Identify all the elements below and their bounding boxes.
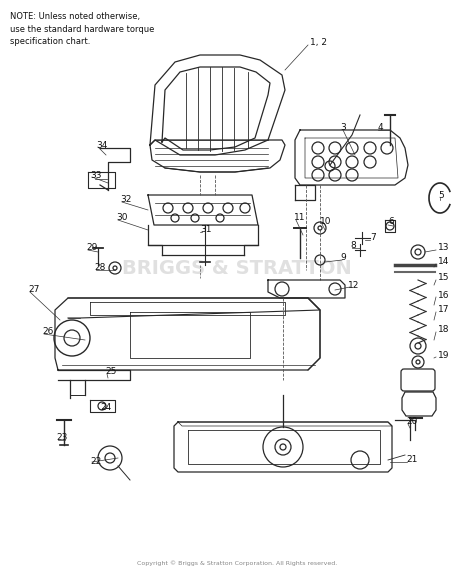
Text: 6: 6 xyxy=(388,217,394,227)
Circle shape xyxy=(318,226,322,230)
Text: 32: 32 xyxy=(120,196,131,205)
Text: 4: 4 xyxy=(378,124,383,133)
Text: 26: 26 xyxy=(42,328,54,336)
Text: 10: 10 xyxy=(320,217,331,227)
Circle shape xyxy=(416,360,420,364)
Text: NOTE: Unless noted otherwise,
use the standard hardware torque
specification cha: NOTE: Unless noted otherwise, use the st… xyxy=(10,12,155,46)
Text: 11: 11 xyxy=(294,213,306,223)
Text: 5: 5 xyxy=(438,190,444,200)
Text: 12: 12 xyxy=(348,280,359,289)
Text: 30: 30 xyxy=(116,213,128,223)
Text: 9: 9 xyxy=(340,253,346,263)
Text: Copyright © Briggs & Stratton Corporation. All Rights reserved.: Copyright © Briggs & Stratton Corporatio… xyxy=(137,561,337,566)
Text: 28: 28 xyxy=(94,264,105,272)
Text: BRIGGS & STRATTON: BRIGGS & STRATTON xyxy=(122,259,352,279)
Text: 24: 24 xyxy=(100,403,111,412)
Text: 19: 19 xyxy=(438,351,449,359)
Text: 18: 18 xyxy=(438,325,449,335)
Circle shape xyxy=(280,444,286,450)
Text: 1, 2: 1, 2 xyxy=(310,38,327,46)
Text: 31: 31 xyxy=(200,225,211,235)
Text: 33: 33 xyxy=(90,170,101,180)
Text: 16: 16 xyxy=(438,291,449,300)
FancyBboxPatch shape xyxy=(401,369,435,391)
Polygon shape xyxy=(402,392,436,416)
Text: 22: 22 xyxy=(90,458,101,467)
Text: 23: 23 xyxy=(56,434,67,443)
Text: 14: 14 xyxy=(438,257,449,267)
Text: 3: 3 xyxy=(340,124,346,133)
Text: 15: 15 xyxy=(438,273,449,283)
Text: 13: 13 xyxy=(438,244,449,252)
Circle shape xyxy=(415,249,421,255)
Text: 25: 25 xyxy=(105,367,117,376)
Text: 27: 27 xyxy=(28,285,39,295)
Text: 8: 8 xyxy=(350,241,356,251)
Text: 29: 29 xyxy=(86,244,97,252)
Text: 34: 34 xyxy=(96,141,108,149)
Text: 7: 7 xyxy=(370,233,376,243)
Text: 20: 20 xyxy=(406,418,418,427)
Text: 17: 17 xyxy=(438,305,449,315)
Circle shape xyxy=(415,343,421,349)
Text: 21: 21 xyxy=(406,455,418,464)
Circle shape xyxy=(113,266,117,270)
